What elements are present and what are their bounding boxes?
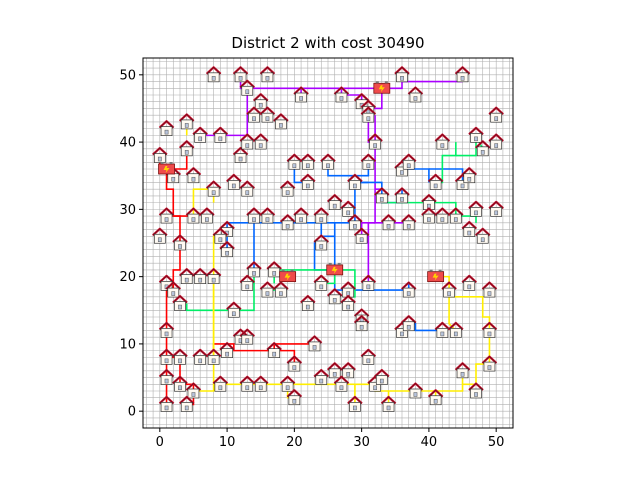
x-tick-label: 40: [421, 435, 438, 450]
cable-segment: [367, 222, 376, 284]
y-tick-label: 0: [128, 405, 136, 420]
cable-segment: [428, 201, 457, 217]
cable-segment: [185, 283, 255, 312]
cable-segment: [340, 88, 363, 102]
cable-segment: [320, 216, 336, 270]
substation-marker: [326, 262, 344, 276]
cable-segment: [172, 249, 181, 291]
y-axis: 0 10 20 30 40 50: [119, 68, 143, 420]
x-tick-label: 0: [156, 435, 164, 450]
substation-marker: [427, 269, 445, 283]
x-tick-label: 30: [353, 435, 370, 450]
plot-frame: [142, 57, 514, 429]
cable-segment: [381, 80, 463, 90]
substation-marker: [158, 161, 176, 175]
substation-marker: [373, 80, 391, 94]
cable-segment: [435, 275, 491, 331]
substation-marker: [279, 269, 297, 283]
x-tick-label: 50: [488, 435, 505, 450]
cable-segment: [227, 222, 336, 237]
y-tick-label: 40: [119, 136, 136, 151]
y-tick-label: 50: [119, 68, 136, 83]
y-tick-label: 20: [119, 270, 136, 285]
y-tick-label: 10: [119, 337, 136, 352]
y-tick-label: 30: [119, 203, 136, 218]
cable-segment: [428, 168, 464, 183]
x-axis: 0 10 20 30 40 50: [156, 428, 505, 450]
x-tick-label: 20: [286, 435, 303, 450]
cable-segment: [165, 169, 181, 250]
x-tick-label: 10: [219, 435, 236, 450]
chart-title: District 2 with cost 30490: [231, 34, 424, 52]
